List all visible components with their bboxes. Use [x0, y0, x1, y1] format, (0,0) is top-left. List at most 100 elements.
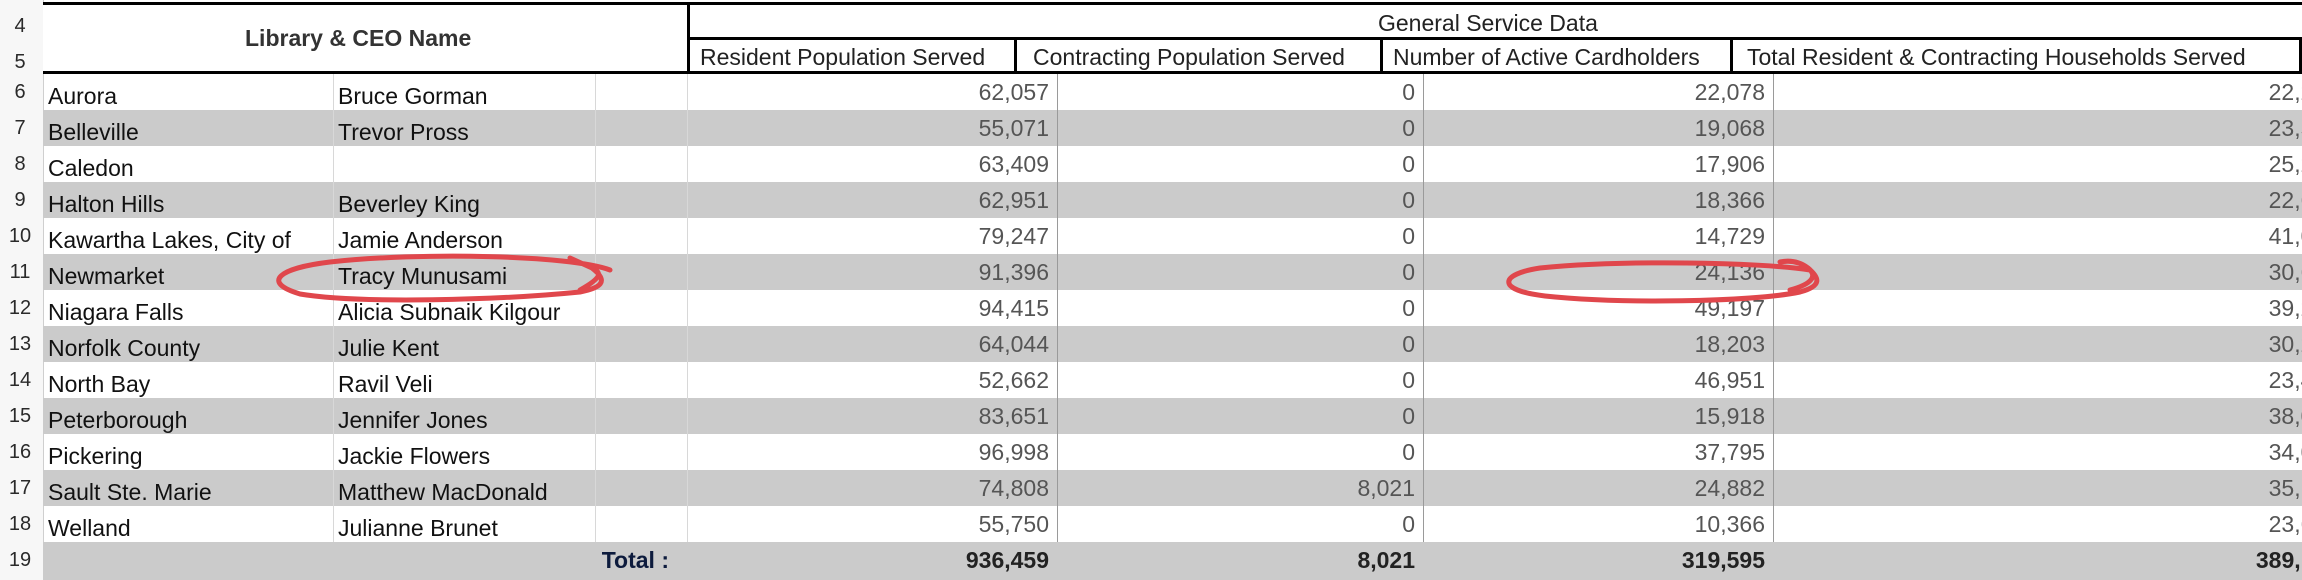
total-contracting-population-cell[interactable]: 8,021: [1357, 547, 1415, 573]
contracting-population-cell[interactable]: 0: [1402, 511, 1415, 537]
ceo-name-cell[interactable]: Bruce Gorman: [338, 83, 488, 109]
contracting-population-cell[interactable]: 0: [1402, 367, 1415, 393]
households-served-cell[interactable]: 22,218: [2268, 79, 2302, 105]
library-name-cell[interactable]: Pickering: [48, 443, 143, 469]
library-name-cell[interactable]: Newmarket: [48, 263, 165, 289]
library-name-cell[interactable]: Halton Hills: [48, 191, 165, 217]
library-name-cell[interactable]: Aurora: [48, 83, 118, 109]
contracting-population-cell[interactable]: 0: [1402, 331, 1415, 357]
resident-population-cell[interactable]: 63,409: [978, 151, 1049, 177]
library-name-cell[interactable]: Welland: [48, 515, 131, 541]
ceo-name-cell[interactable]: Julie Kent: [338, 335, 440, 361]
blank-cell[interactable]: [595, 146, 687, 182]
ceo-name-cell[interactable]: Jamie Anderson: [338, 227, 503, 253]
active-cardholders-cell[interactable]: 49,197: [1694, 295, 1765, 321]
library-name-cell[interactable]: Caledon: [48, 155, 134, 181]
blank-cell[interactable]: [595, 218, 687, 254]
library-name-cell[interactable]: North Bay: [48, 371, 151, 397]
row-number[interactable]: 4: [14, 14, 26, 37]
active-cardholders-cell[interactable]: 10,366: [1694, 511, 1765, 537]
contracting-population-cell[interactable]: 0: [1402, 403, 1415, 429]
ceo-name-cell[interactable]: Ravil Veli: [338, 371, 433, 397]
row-number[interactable]: 16: [8, 440, 32, 463]
active-cardholders-cell[interactable]: 18,203: [1694, 331, 1765, 357]
library-name-cell[interactable]: Norfolk County: [48, 335, 201, 361]
blank-cell[interactable]: [595, 470, 687, 506]
header-library-ceo-cell[interactable]: Library & CEO Name: [43, 2, 687, 74]
row-number[interactable]: 15: [8, 404, 32, 427]
ceo-name-cell[interactable]: [333, 146, 595, 182]
blank-cell[interactable]: [595, 506, 687, 542]
resident-population-cell[interactable]: 62,057: [978, 79, 1049, 105]
row-number[interactable]: 13: [8, 332, 32, 355]
resident-population-cell[interactable]: 91,396: [978, 259, 1049, 285]
library-name-cell[interactable]: Belleville: [48, 119, 139, 145]
row-number[interactable]: 11: [9, 260, 31, 283]
blank-cell[interactable]: [595, 182, 687, 218]
header-col-cardholders[interactable]: Number of Active Cardholders: [1380, 37, 1733, 74]
contracting-population-cell[interactable]: 0: [1402, 187, 1415, 213]
households-served-cell[interactable]: 34,035: [2268, 439, 2302, 465]
active-cardholders-cell[interactable]: 24,136: [1694, 259, 1765, 285]
library-name-cell[interactable]: Sault Ste. Marie: [48, 479, 212, 505]
row-number[interactable]: 5: [14, 50, 26, 73]
total-households-served-cell[interactable]: 389,170: [2255, 547, 2302, 573]
library-name-cell[interactable]: Peterborough: [48, 407, 188, 433]
resident-population-cell[interactable]: 96,998: [978, 439, 1049, 465]
resident-population-cell[interactable]: 79,247: [978, 223, 1049, 249]
contracting-population-cell[interactable]: 0: [1402, 439, 1415, 465]
resident-population-cell[interactable]: 64,044: [978, 331, 1049, 357]
ceo-name-cell[interactable]: Matthew MacDonald: [338, 479, 548, 505]
households-served-cell[interactable]: 30,213: [2268, 331, 2302, 357]
row-number[interactable]: 12: [8, 296, 32, 319]
resident-population-cell[interactable]: 83,651: [978, 403, 1049, 429]
blank-cell[interactable]: [595, 326, 687, 362]
blank-cell[interactable]: [595, 254, 687, 290]
row-number[interactable]: 19: [8, 548, 32, 571]
row-number[interactable]: 10: [8, 224, 32, 247]
contracting-population-cell[interactable]: 0: [1402, 79, 1415, 105]
header-col-households[interactable]: Total Resident & Contracting Households …: [1730, 37, 2302, 74]
blank-cell[interactable]: [595, 74, 687, 110]
row-number[interactable]: 14: [8, 368, 32, 391]
households-served-cell[interactable]: 22,638: [2268, 187, 2302, 213]
blank-cell[interactable]: [595, 110, 687, 146]
active-cardholders-cell[interactable]: 18,366: [1694, 187, 1765, 213]
active-cardholders-cell[interactable]: 46,951: [1694, 367, 1765, 393]
blank-cell[interactable]: [595, 434, 687, 470]
active-cardholders-cell[interactable]: 17,906: [1694, 151, 1765, 177]
contracting-population-cell[interactable]: 0: [1402, 223, 1415, 249]
ceo-name-cell[interactable]: Jennifer Jones: [338, 407, 488, 433]
ceo-name-cell[interactable]: Trevor Pross: [338, 119, 469, 145]
resident-population-cell[interactable]: 74,808: [978, 475, 1049, 501]
blank-cell[interactable]: [595, 398, 687, 434]
ceo-name-cell[interactable]: Alicia Subnaik Kilgour: [338, 299, 561, 325]
library-name-cell[interactable]: Kawartha Lakes, City of: [48, 227, 291, 253]
households-served-cell[interactable]: 30,659: [2268, 259, 2302, 285]
households-served-cell[interactable]: 35,107: [2268, 475, 2302, 501]
row-number[interactable]: 7: [14, 116, 26, 139]
blank-cell[interactable]: [595, 362, 687, 398]
active-cardholders-cell[interactable]: 37,795: [1694, 439, 1765, 465]
households-served-cell[interactable]: 39,257: [2268, 295, 2302, 321]
ceo-name-cell[interactable]: Jackie Flowers: [338, 443, 491, 469]
resident-population-cell[interactable]: 52,662: [978, 367, 1049, 393]
header-col-contracting[interactable]: Contracting Population Served: [1014, 37, 1383, 74]
households-served-cell[interactable]: 23,660: [2268, 511, 2302, 537]
active-cardholders-cell[interactable]: 19,068: [1694, 115, 1765, 141]
row-number[interactable]: 6: [14, 80, 26, 103]
active-cardholders-cell[interactable]: 15,918: [1694, 403, 1765, 429]
active-cardholders-cell[interactable]: 14,729: [1694, 223, 1765, 249]
ceo-name-cell[interactable]: Julianne Brunet: [338, 515, 498, 541]
row-number[interactable]: 18: [8, 512, 32, 535]
households-served-cell[interactable]: 23,467: [2268, 367, 2302, 393]
resident-population-cell[interactable]: 55,750: [978, 511, 1049, 537]
ceo-name-cell[interactable]: Beverley King: [338, 191, 480, 217]
active-cardholders-cell[interactable]: 22,078: [1694, 79, 1765, 105]
resident-population-cell[interactable]: 94,415: [978, 295, 1049, 321]
households-served-cell[interactable]: 25,290: [2268, 151, 2302, 177]
contracting-population-cell[interactable]: 0: [1402, 259, 1415, 285]
contracting-population-cell[interactable]: 0: [1402, 295, 1415, 321]
total-active-cardholders-cell[interactable]: 319,595: [1681, 547, 1765, 573]
contracting-population-cell[interactable]: 0: [1402, 115, 1415, 141]
